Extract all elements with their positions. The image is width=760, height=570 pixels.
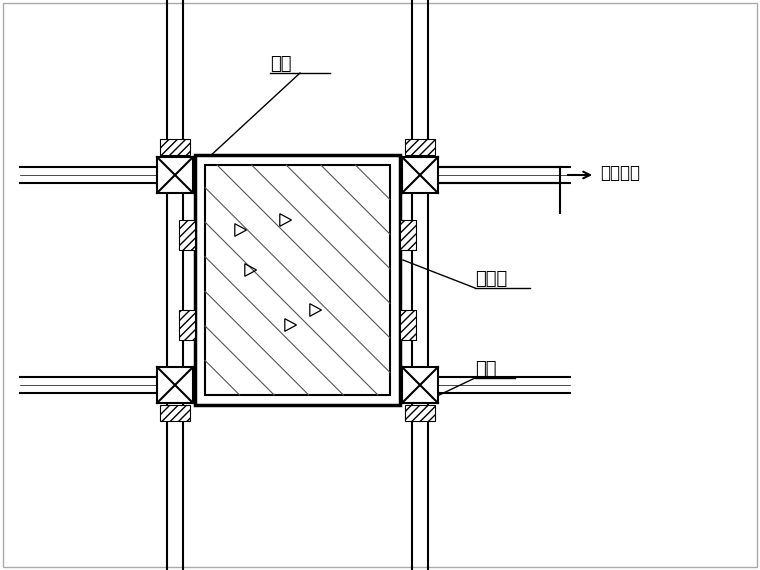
Bar (405, 405, 435, 421)
Bar (160, 405, 190, 421)
Bar (400, 220, 416, 250)
Bar (400, 310, 416, 340)
Bar (179, 310, 195, 340)
Bar (405, 139, 435, 155)
Text: 短鈢管: 短鈢管 (475, 270, 507, 288)
Bar (160, 139, 190, 155)
Text: 连向立杆: 连向立杆 (600, 164, 640, 182)
Text: 垫木: 垫木 (270, 55, 292, 73)
Bar (157, 367, 193, 403)
Bar (179, 220, 195, 250)
Bar (195, 155, 400, 405)
Bar (402, 367, 438, 403)
Bar (157, 157, 193, 193)
Bar (402, 157, 438, 193)
Text: 扣件: 扣件 (475, 360, 496, 378)
Bar (205, 165, 390, 395)
